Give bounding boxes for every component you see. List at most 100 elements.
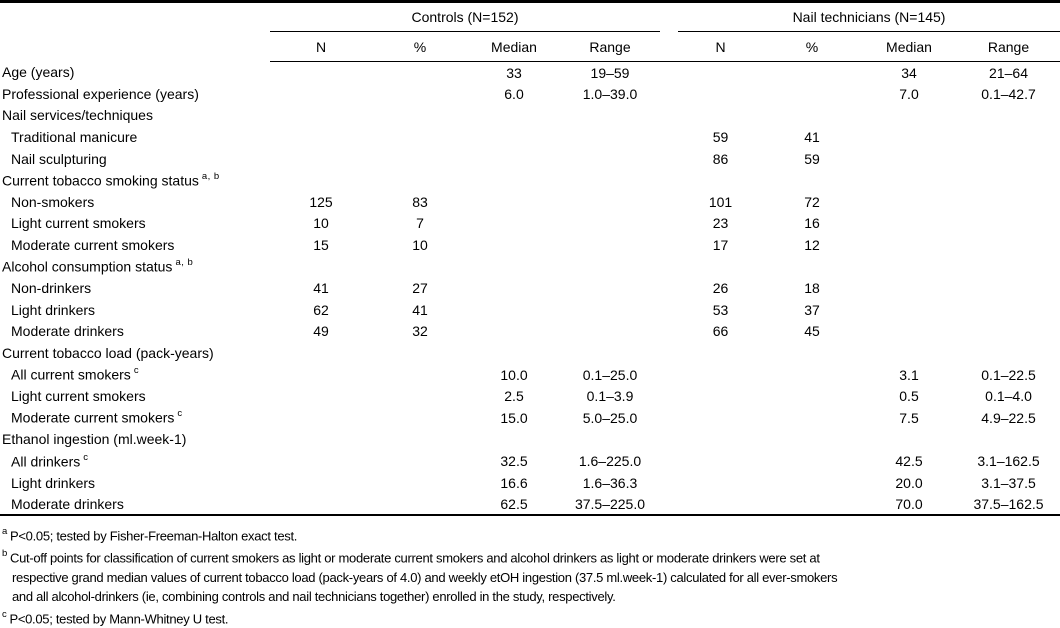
subheader-row: N % Median Range N % Median Range: [0, 31, 1060, 62]
controls-percent-cell: [372, 169, 468, 191]
nail-percent-cell: 45: [804, 323, 820, 340]
row-label: Moderate drinkers: [11, 323, 124, 340]
group-gap-cell: [660, 126, 678, 148]
nail-median-cell: 34: [901, 64, 917, 81]
row-label: Current tobacco load (pack-years): [2, 345, 214, 362]
nail-range-cell: [957, 213, 1060, 235]
nail-median-cell: 3.1: [899, 366, 919, 383]
controls-percent-cell: [372, 256, 468, 278]
controls-range-cell: [560, 429, 660, 451]
nail-median-cell: [861, 321, 957, 343]
group-header-nail-technicians: Nail technicians (N=145): [678, 1, 1060, 32]
controls-median-cell: [468, 105, 560, 127]
nail-n-cell: [678, 62, 763, 84]
nail-n-cell: [678, 472, 763, 494]
nail-percent-cell: [763, 342, 861, 364]
controls-percent-cell: 27: [412, 280, 428, 297]
group-gap-cell: [660, 450, 678, 472]
footnote-marker: b: [2, 548, 7, 560]
nail-median-cell: [861, 299, 957, 321]
controls-n-cell: 41: [313, 280, 329, 297]
controls-n-cell: [270, 342, 372, 364]
table-row: Nail sculpturing 86 59: [0, 148, 1060, 170]
nail-range-cell: [957, 299, 1060, 321]
controls-percent-cell: [372, 450, 468, 472]
controls-n-cell: [270, 407, 372, 429]
group-header-controls: Controls (N=152): [270, 1, 660, 32]
nail-median-cell: [861, 169, 957, 191]
table-row: Moderate current smokers 15 10 17 12: [0, 234, 1060, 256]
controls-median-cell: [468, 126, 560, 148]
table-row: Light current smokers 10 7 23 16: [0, 213, 1060, 235]
controls-n-cell: 49: [313, 323, 329, 340]
nail-median-cell: [861, 105, 957, 127]
nail-range-cell: 4.9–22.5: [981, 409, 1036, 426]
controls-percent-cell: 32: [412, 323, 428, 340]
controls-range-cell: 5.0–25.0: [582, 409, 638, 426]
nail-percent-cell: [763, 407, 861, 429]
table-row: All drinkers c 32.5 1.6–225.0 42.5 3.1–162.5: [0, 450, 1060, 472]
nail-range-cell: 3.1–37.5: [981, 474, 1036, 491]
nail-range-cell: [957, 256, 1060, 278]
nail-n-cell: 86: [712, 150, 729, 167]
controls-percent-cell: 10: [412, 237, 428, 254]
table-row: Ethanol ingestion (ml.week-1): [0, 429, 1060, 451]
nail-range-cell: [957, 277, 1060, 299]
table-row: Nail services/techniques: [0, 105, 1060, 127]
controls-median-cell: [468, 342, 560, 364]
footnote-marker: c: [177, 408, 183, 420]
controls-n-cell: [270, 256, 372, 278]
row-label: Moderate current smokers c: [11, 408, 183, 427]
table-row: All current smokers c 10.0 0.1–25.0 3.1 0.1–2…: [0, 364, 1060, 386]
controls-n-cell: [270, 364, 372, 386]
nail-range-cell: [957, 321, 1060, 343]
controls-n-cell: 10: [313, 215, 329, 232]
nail-percent-header: %: [763, 31, 861, 62]
nail-median-cell: 0.5: [899, 388, 919, 405]
nail-range-cell: 0.1–4.0: [985, 388, 1032, 405]
group-gap-cell: [660, 385, 678, 407]
nail-percent-cell: 41: [804, 129, 820, 146]
nail-n-cell: 26: [712, 280, 729, 297]
footnote-marker: c: [133, 365, 140, 377]
table-row: Non-smokers 125 83 101 72: [0, 191, 1060, 213]
row-label: Light current smokers: [11, 215, 146, 232]
nail-median-cell: 7.0: [899, 85, 919, 102]
controls-median-cell: 62.5: [500, 495, 528, 512]
footnote-b: b Cut-off points for classification of cu…: [2, 548, 820, 566]
group-gap-cell: [660, 407, 678, 429]
controls-median-cell: 32.5: [500, 452, 528, 469]
nail-n-cell: [678, 342, 763, 364]
footnote-marker: a, b: [175, 257, 194, 269]
controls-median-cell: [468, 148, 560, 170]
nail-median-cell: 20.0: [895, 474, 923, 491]
nail-n-cell: [678, 450, 763, 472]
nail-n-header: N: [678, 31, 763, 62]
nail-median-cell: [861, 429, 957, 451]
nail-range-cell: [957, 234, 1060, 256]
controls-median-cell: [468, 213, 560, 235]
controls-percent-cell: [372, 472, 468, 494]
table-row: Light drinkers 62 41 53 37: [0, 299, 1060, 321]
controls-range-cell: [560, 234, 660, 256]
nail-percent-cell: [763, 83, 861, 105]
nail-range-cell: [957, 191, 1060, 213]
nail-percent-cell: [763, 385, 861, 407]
controls-percent-cell: [372, 429, 468, 451]
controls-percent-cell: [372, 385, 468, 407]
row-label: Alcohol consumption status a, b: [2, 257, 194, 275]
nail-n-cell: [678, 364, 763, 386]
nail-percent-cell: [763, 105, 861, 127]
nail-percent-cell: 37: [804, 301, 820, 318]
table-row: Age (years) 33 19–59 34 21–64: [0, 62, 1060, 84]
footnote-b-continuation: and all alcohol-drinkers (ie, combining …: [12, 588, 616, 604]
nail-range-cell: 21–64: [989, 64, 1028, 81]
footnote-marker: a, b: [201, 170, 220, 182]
nail-median-cell: 7.5: [899, 409, 919, 426]
nail-percent-cell: [763, 364, 861, 386]
nail-percent-cell: [763, 62, 861, 84]
group-gap-cell: [660, 321, 678, 343]
nail-n-cell: 53: [712, 301, 729, 318]
group-gap-cell: [660, 191, 678, 213]
nail-percent-cell: 59: [804, 150, 820, 167]
